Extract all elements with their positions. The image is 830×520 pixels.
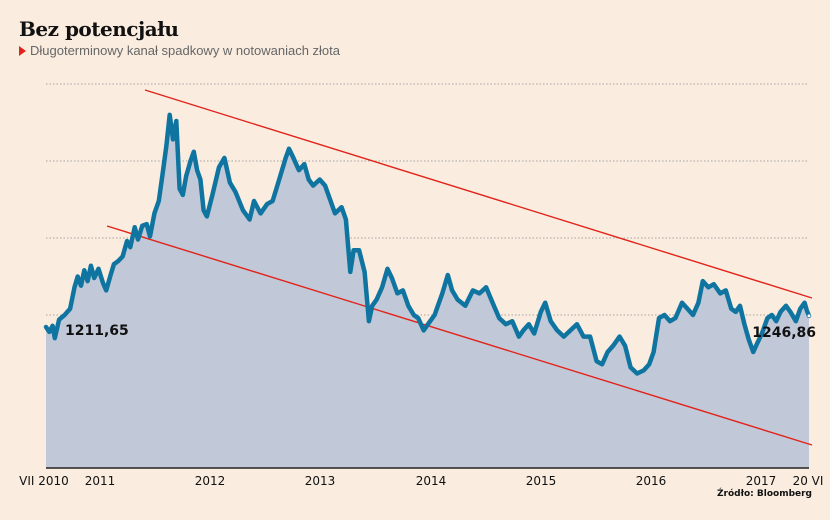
chart-subtitle: Długoterminowy kanał spadkowy w notowani… [19,43,340,58]
end-value-label: 1246,86 [752,325,816,341]
x-tick-label: 2015 [526,474,557,488]
x-tick-label: 2013 [305,474,336,488]
x-tick-label: 2016 [636,474,667,488]
price-line [43,112,812,376]
start-value-label: 1211,65 [65,323,129,339]
x-tick-label: 2017 [746,474,777,488]
x-tick-label: 20 VI [793,474,824,488]
x-tick-label: 2014 [416,474,447,488]
x-tick-labels: VII 2010 2011 2012 2013 2014 2015 2016 2017 20 V… [19,474,823,488]
chart-title: Bez potencjału [19,17,179,41]
x-tick-label: 2011 [85,474,116,488]
price-area [46,114,809,469]
trend-lines [106,89,813,446]
end-point-marker [807,314,811,318]
x-tick-label: VII 2010 [19,474,69,488]
upper-channel-line [144,89,813,299]
subtitle-text: Długoterminowy kanał spadkowy w notowani… [30,43,340,58]
x-tick-label: 2012 [195,474,226,488]
lower-channel-line [106,225,813,446]
value-annotations: 1211,65 1246,86 [65,314,816,341]
red-triangle-icon [19,45,26,56]
source-note: Źródło: Bloomberg [717,489,812,499]
